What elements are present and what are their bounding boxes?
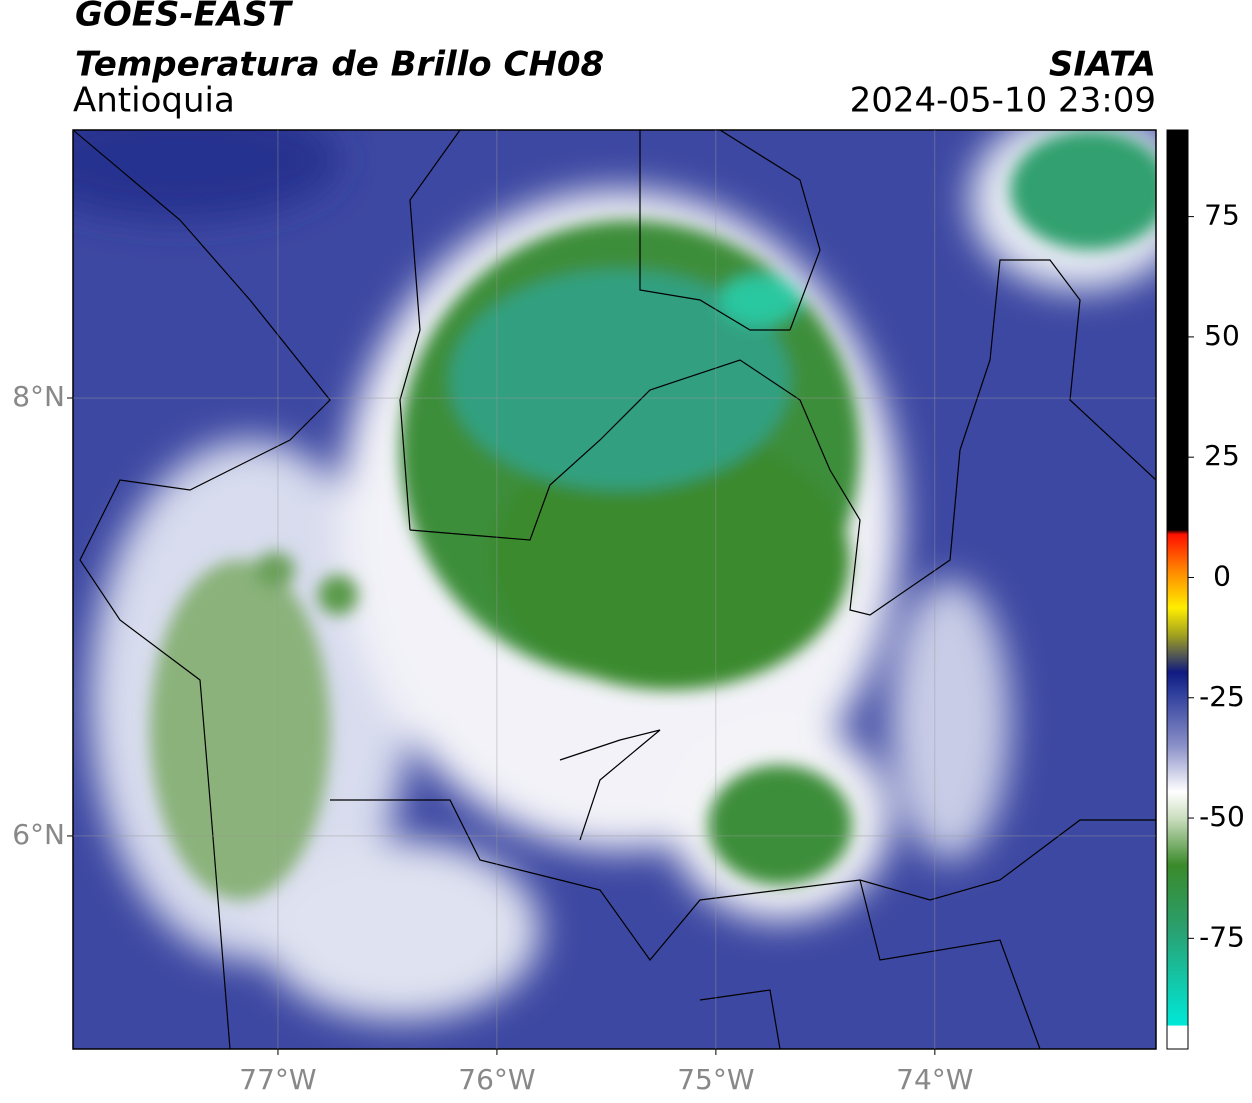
colorbar-tick-label: -25 [1199,680,1245,713]
subtitle: Temperatura de Brillo CH08 [75,45,604,85]
datetime: 2024-05-10 23:09 [850,81,1156,121]
y-tick-label: 6°N [12,818,65,851]
map-frame [72,129,1157,1050]
x-tick-label: 74°W [896,1063,973,1096]
source: SIATA [1049,45,1156,85]
satellite-image [73,130,1156,1049]
colorbar-tick-label: 50 [1204,319,1240,352]
x-tick-label: 77°W [239,1063,316,1096]
x-tick-label: 76°W [458,1063,535,1096]
colorbar-tick-label: -75 [1199,920,1245,953]
title: GOES-EAST [75,0,294,35]
colorbar-tick-label: 25 [1204,439,1240,472]
colorbar-tick-label: 0 [1213,559,1231,592]
colorbar-tick-label: -50 [1199,800,1245,833]
colorbar [1166,129,1189,1050]
colorbar-tick-label: 75 [1204,199,1240,232]
y-tick-label: 8°N [12,380,65,413]
region: Antioquia [73,81,235,121]
x-tick-label: 75°W [677,1063,754,1096]
